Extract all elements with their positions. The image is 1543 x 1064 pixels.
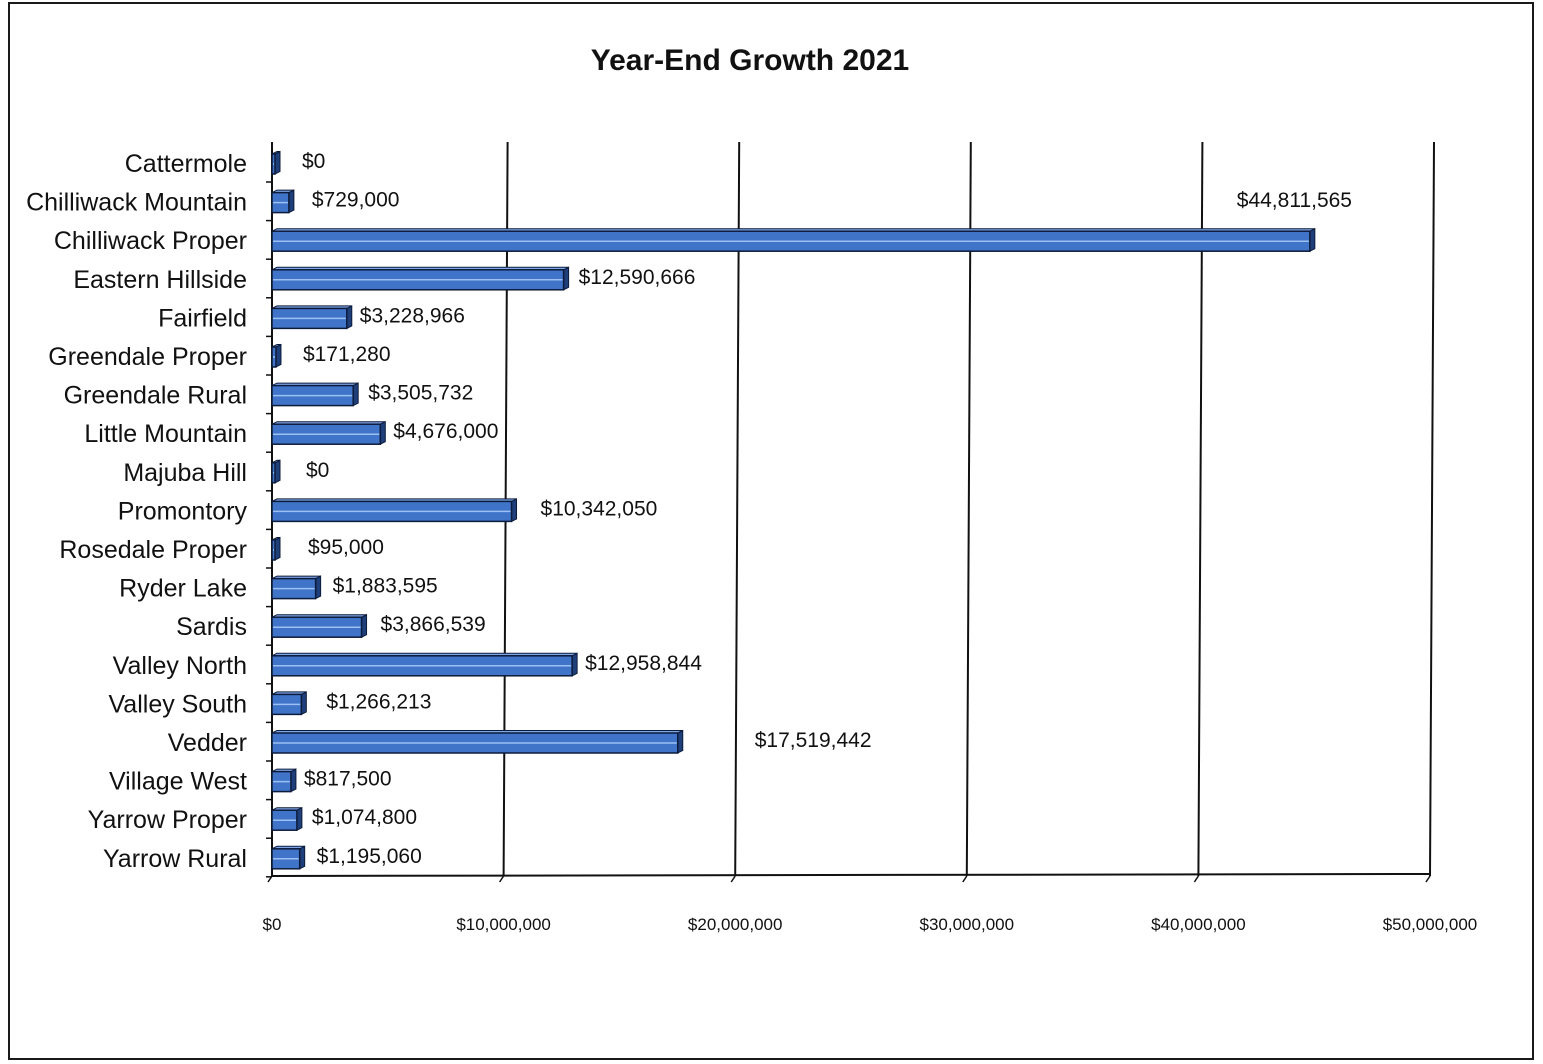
category-label: Sardis — [176, 613, 247, 641]
data-label: $0 — [306, 459, 329, 482]
data-label: $10,342,050 — [541, 497, 658, 520]
data-label: $817,500 — [304, 768, 392, 791]
data-label: $3,866,539 — [381, 613, 486, 636]
category-label: Chilliwack Proper — [54, 227, 247, 255]
category-label: Majuba Hill — [123, 459, 247, 487]
data-label: $4,676,000 — [393, 420, 498, 443]
chart-title: Year-End Growth 2021 — [590, 44, 910, 77]
data-label: $95,000 — [308, 536, 384, 559]
data-label: $17,519,442 — [755, 729, 872, 752]
data-label: $1,883,595 — [333, 575, 438, 598]
x-tick-label: $0 — [263, 915, 282, 934]
bar-side — [379, 420, 386, 446]
data-label: $44,811,565 — [1237, 189, 1352, 212]
bar-side — [346, 305, 353, 330]
category-label: Valley South — [108, 690, 247, 718]
x-tick-label: $40,000,000 — [1151, 915, 1246, 934]
data-label: $1,195,060 — [317, 845, 422, 868]
data-label: $1,266,213 — [326, 690, 431, 713]
data-label: $0 — [302, 150, 325, 173]
category-label: Yarrow Rural — [103, 845, 247, 873]
gridline — [1197, 141, 1204, 877]
category-label: Ryder Lake — [119, 575, 247, 603]
category-label: Vedder — [168, 729, 247, 757]
data-label: $729,000 — [312, 189, 400, 212]
x-tick-label: $20,000,000 — [688, 915, 783, 934]
gridline — [965, 141, 972, 877]
chart-frame — [8, 2, 1534, 1060]
bar-side — [300, 691, 307, 716]
gridline — [734, 141, 741, 877]
data-label: $12,590,666 — [579, 266, 696, 289]
category-label: Fairfield — [158, 304, 247, 332]
x-axis-line — [271, 873, 1431, 877]
category-label: Village West — [109, 768, 247, 796]
x-tick — [1425, 875, 1431, 883]
category-label: Rosedale Proper — [59, 536, 247, 564]
data-label: $3,505,732 — [368, 382, 473, 405]
x-tick — [730, 875, 736, 883]
bar-side — [275, 343, 282, 368]
category-label: Little Mountain — [84, 420, 247, 448]
x-tick — [962, 875, 968, 883]
x-tick — [1193, 875, 1200, 883]
category-label: Promontory — [118, 497, 248, 525]
data-label: $171,280 — [303, 343, 391, 366]
gridline — [1429, 141, 1435, 877]
x-tick-label: $50,000,000 — [1383, 915, 1478, 934]
category-label: Yarrow Proper — [88, 806, 247, 834]
category-label: Chilliwack Mountain — [26, 189, 247, 217]
data-label: $1,074,800 — [312, 806, 417, 829]
category-label: Cattermole — [125, 150, 247, 178]
bar-side — [677, 729, 684, 754]
x-tick-label: $10,000,000 — [456, 915, 551, 934]
category-label: Eastern Hillside — [73, 266, 247, 294]
category-label: Valley North — [113, 652, 247, 680]
x-tick-label: $30,000,000 — [920, 915, 1015, 934]
data-label: $12,958,844 — [585, 652, 702, 675]
category-label: Greendale Proper — [48, 343, 247, 371]
bar-side — [563, 266, 570, 291]
category-label: Greendale Rural — [64, 382, 247, 410]
data-label: $3,228,966 — [360, 304, 465, 327]
x-tick — [498, 875, 505, 883]
